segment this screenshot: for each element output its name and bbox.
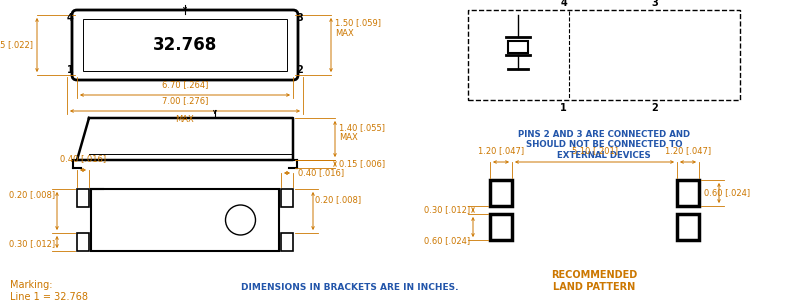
Bar [677, 180, 699, 206]
Text: 0.60 [.024]: 0.60 [.024] [424, 236, 470, 245]
Text: MAX: MAX [176, 114, 194, 123]
Text: 7.00 [.276]: 7.00 [.276] [162, 96, 208, 105]
Text: 0.40 [.016]: 0.40 [.016] [298, 169, 345, 178]
Text: 1.40 [.055]: 1.40 [.055] [339, 123, 385, 132]
Bar [677, 214, 699, 240]
Text: RECOMMENDED
LAND PATTERN: RECOMMENDED LAND PATTERN [551, 270, 638, 292]
Text: 3: 3 [651, 0, 657, 8]
Bar [490, 180, 512, 206]
Text: 0.40 [.016]: 0.40 [.016] [60, 154, 106, 163]
Text: 1: 1 [560, 103, 567, 113]
Bar [83, 19, 287, 71]
Text: 0.20 [.008]: 0.20 [.008] [9, 191, 55, 200]
Text: 0.55 [.022]: 0.55 [.022] [0, 41, 33, 49]
Text: 1.20 [.047]: 1.20 [.047] [665, 146, 711, 155]
Bar [490, 214, 512, 240]
Text: Marking:
Line 1 = 32.768: Marking: Line 1 = 32.768 [10, 280, 88, 301]
Text: 0.30 [.012]: 0.30 [.012] [424, 206, 470, 215]
Text: 5.10 [.201]: 5.10 [.201] [572, 146, 618, 155]
Text: 4: 4 [560, 0, 567, 8]
Bar [281, 189, 293, 207]
Text: 0.60 [.024]: 0.60 [.024] [704, 188, 750, 197]
Bar [281, 233, 293, 251]
Bar [508, 41, 528, 53]
Text: DIMENSIONS IN BRACKETS ARE IN INCHES.: DIMENSIONS IN BRACKETS ARE IN INCHES. [242, 284, 459, 293]
Text: 32.768: 32.768 [153, 36, 217, 54]
Polygon shape [77, 118, 293, 160]
Bar [468, 10, 740, 100]
FancyBboxPatch shape [72, 10, 298, 80]
Text: 6.70 [.264]: 6.70 [.264] [162, 80, 208, 89]
Text: 1: 1 [67, 65, 74, 75]
Bar [91, 189, 279, 251]
Text: 0.15 [.006]: 0.15 [.006] [339, 160, 385, 169]
Text: 2: 2 [297, 65, 303, 75]
Text: 2: 2 [651, 103, 657, 113]
Bar [77, 233, 89, 251]
Text: MAX: MAX [339, 134, 358, 142]
Text: 1.50 [.059]: 1.50 [.059] [335, 18, 381, 27]
Text: 1.20 [.047]: 1.20 [.047] [478, 146, 524, 155]
Text: 0.30 [.012]: 0.30 [.012] [9, 240, 55, 249]
Bar [77, 189, 89, 207]
Text: 4: 4 [67, 13, 74, 23]
Text: MAX: MAX [335, 29, 354, 38]
Text: 0.20 [.008]: 0.20 [.008] [315, 196, 361, 204]
Text: 3: 3 [297, 13, 303, 23]
Text: PINS 2 AND 3 ARE CONNECTED AND
SHOULD NOT BE CONNECTED TO
EXTERNAL DEVICES: PINS 2 AND 3 ARE CONNECTED AND SHOULD NO… [518, 130, 690, 160]
